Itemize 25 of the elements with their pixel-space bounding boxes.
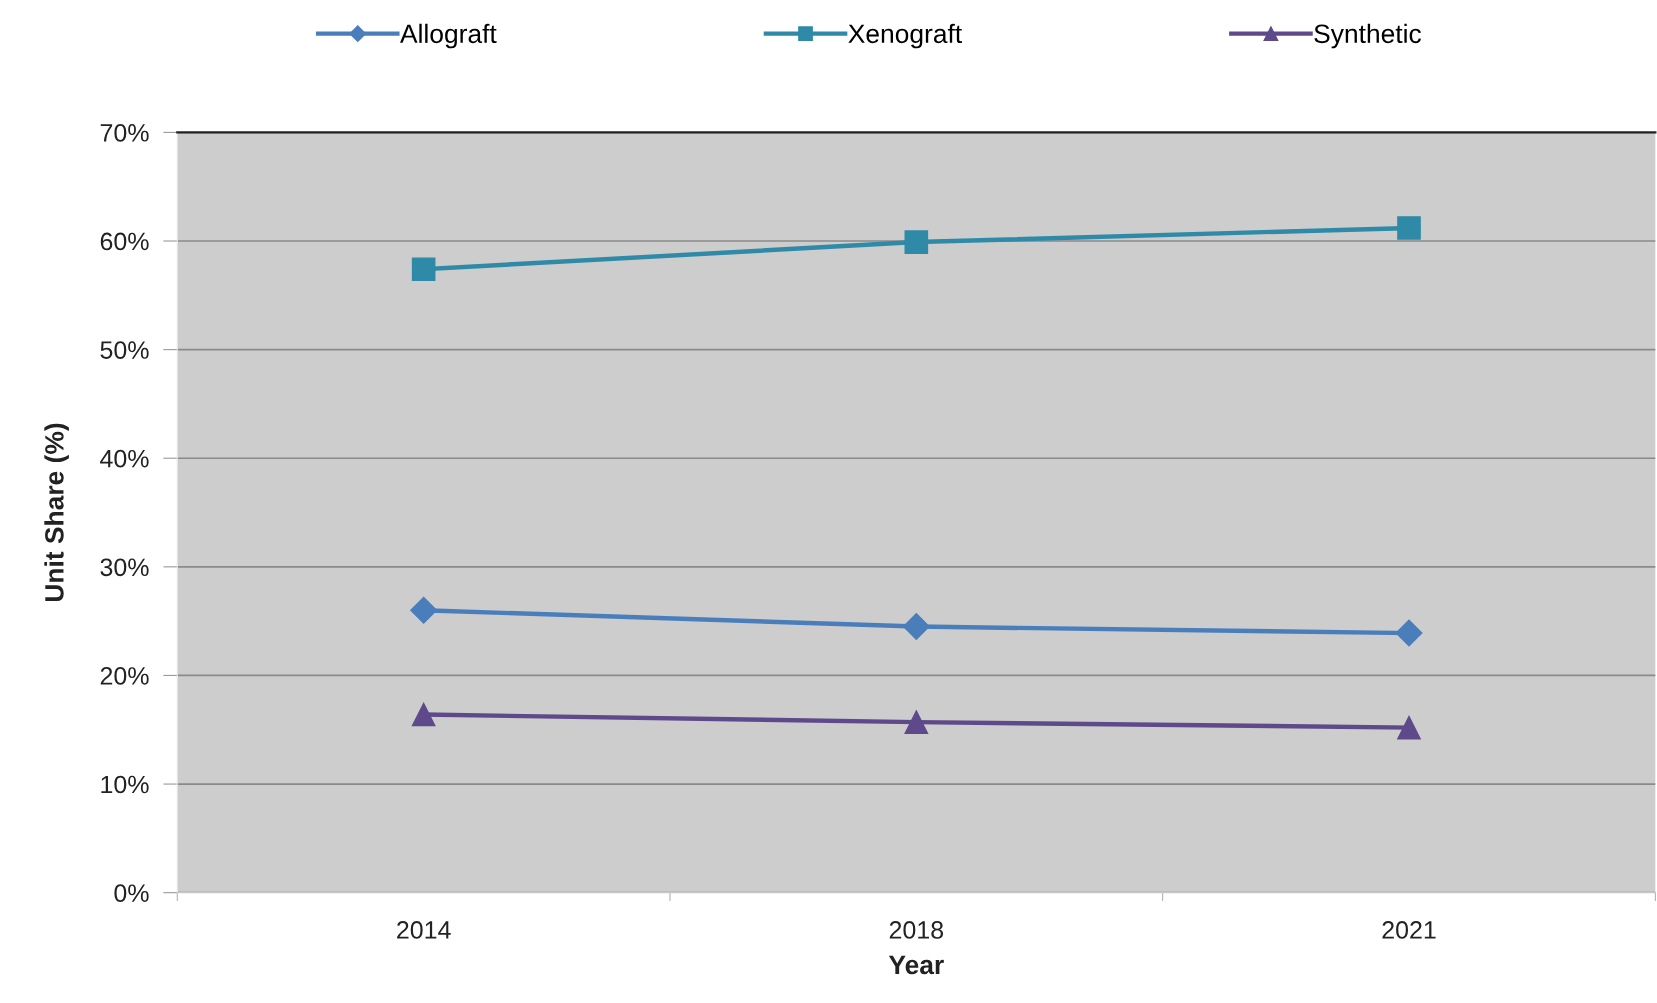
legend-label: Synthetic (1314, 23, 1421, 49)
point (1395, 619, 1423, 647)
point (1397, 216, 1421, 240)
x-tick-label: 2021 (1382, 921, 1436, 939)
x-axis-title: Year (888, 955, 944, 975)
legend-label: Allograft (400, 23, 497, 49)
x-tick-label: 2014 (397, 921, 451, 939)
y-axis-title: Unit Share (%) (44, 423, 69, 602)
y-tick-label: 50% (100, 341, 149, 359)
point (902, 613, 930, 641)
y-tick-label: 0% (114, 884, 149, 902)
y-tick-label: 60% (100, 232, 149, 251)
x-tick-label: 2018 (889, 921, 944, 939)
y-tick-label: 10% (101, 775, 149, 794)
y-tick-label: 70% (100, 124, 149, 142)
point (411, 702, 436, 727)
point (904, 710, 929, 734)
y-tick-label: 40% (100, 449, 149, 468)
y-tick-label: 20% (100, 667, 149, 685)
point (904, 230, 929, 254)
legend-label: Xenograft (848, 23, 962, 49)
point (1397, 715, 1421, 740)
point (410, 596, 438, 624)
y-tick-label: 30% (100, 558, 149, 577)
point (411, 257, 436, 282)
